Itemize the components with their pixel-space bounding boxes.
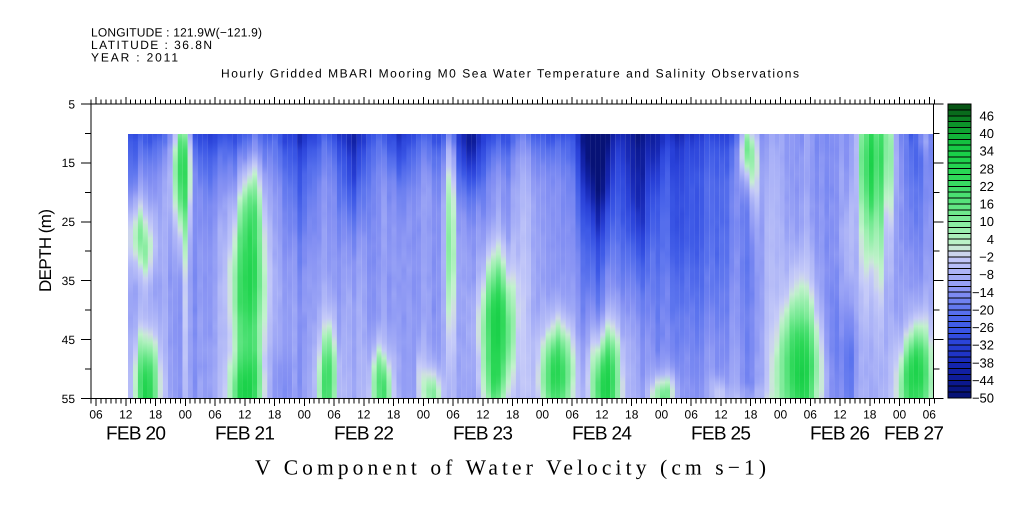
svg-text:40: 40 <box>980 126 994 141</box>
svg-text:18: 18 <box>863 408 877 422</box>
svg-text:00: 00 <box>655 408 669 422</box>
svg-text:55: 55 <box>62 392 76 406</box>
svg-text:18: 18 <box>744 408 758 422</box>
svg-text:06: 06 <box>446 408 460 422</box>
svg-text:FEB 20: FEB 20 <box>106 424 166 445</box>
svg-text:10: 10 <box>980 214 994 229</box>
svg-text:06: 06 <box>566 408 580 422</box>
svg-text:06: 06 <box>208 408 222 422</box>
svg-text:FEB 27: FEB 27 <box>884 424 944 445</box>
svg-text:FEB 23: FEB 23 <box>453 424 513 445</box>
svg-text:4: 4 <box>987 232 994 247</box>
svg-text:16: 16 <box>980 197 994 212</box>
svg-text:FEB 21: FEB 21 <box>215 424 275 445</box>
svg-text:FEB 26: FEB 26 <box>810 424 870 445</box>
svg-text:18: 18 <box>506 408 520 422</box>
svg-text:45: 45 <box>62 333 76 347</box>
svg-text:00: 00 <box>179 408 193 422</box>
svg-text:12: 12 <box>595 408 609 422</box>
svg-text:−14: −14 <box>972 285 994 300</box>
svg-text:18: 18 <box>268 408 282 422</box>
svg-text:5: 5 <box>68 97 75 111</box>
svg-text:12: 12 <box>476 408 490 422</box>
svg-text:FEB 22: FEB 22 <box>334 424 394 445</box>
svg-text:−8: −8 <box>979 267 994 282</box>
svg-text:06: 06 <box>804 408 818 422</box>
svg-text:−32: −32 <box>972 338 994 353</box>
svg-text:35: 35 <box>62 274 76 288</box>
svg-text:06: 06 <box>923 408 937 422</box>
svg-text:00: 00 <box>536 408 550 422</box>
svg-text:15: 15 <box>62 156 76 170</box>
svg-text:06: 06 <box>327 408 341 422</box>
svg-text:LATITUDE : 36.8N: LATITUDE : 36.8N <box>91 38 212 52</box>
svg-text:46: 46 <box>980 108 994 123</box>
svg-text:12: 12 <box>714 408 728 422</box>
svg-text:18: 18 <box>625 408 639 422</box>
svg-text:25: 25 <box>62 215 76 229</box>
svg-text:−38: −38 <box>972 355 994 370</box>
svg-text:12: 12 <box>119 408 133 422</box>
svg-text:12: 12 <box>357 408 371 422</box>
svg-text:12: 12 <box>833 408 847 422</box>
svg-text:LONGITUDE : 121.9W(−121.9): LONGITUDE : 121.9W(−121.9) <box>91 25 262 39</box>
svg-text:18: 18 <box>387 408 401 422</box>
svg-text:18: 18 <box>149 408 163 422</box>
svg-text:DEPTH (m): DEPTH (m) <box>36 209 55 292</box>
svg-text:FEB 24: FEB 24 <box>572 424 632 445</box>
svg-text:−50: −50 <box>972 391 994 406</box>
svg-text:28: 28 <box>980 161 994 176</box>
svg-text:−26: −26 <box>972 320 994 335</box>
svg-text:00: 00 <box>417 408 431 422</box>
svg-text:00: 00 <box>774 408 788 422</box>
svg-text:12: 12 <box>238 408 252 422</box>
svg-text:−2: −2 <box>979 250 994 265</box>
svg-text:Hourly Gridded MBARI Mooring M: Hourly Gridded MBARI Mooring M0 Sea Wate… <box>221 67 799 81</box>
svg-text:34: 34 <box>980 144 994 159</box>
svg-text:−44: −44 <box>972 373 994 388</box>
svg-text:−20: −20 <box>972 302 994 317</box>
svg-text:00: 00 <box>893 408 907 422</box>
svg-text:22: 22 <box>980 179 994 194</box>
svg-text:06: 06 <box>685 408 699 422</box>
svg-text:06: 06 <box>89 408 103 422</box>
svg-text:00: 00 <box>298 408 312 422</box>
svg-text:FEB 25: FEB 25 <box>691 424 751 445</box>
